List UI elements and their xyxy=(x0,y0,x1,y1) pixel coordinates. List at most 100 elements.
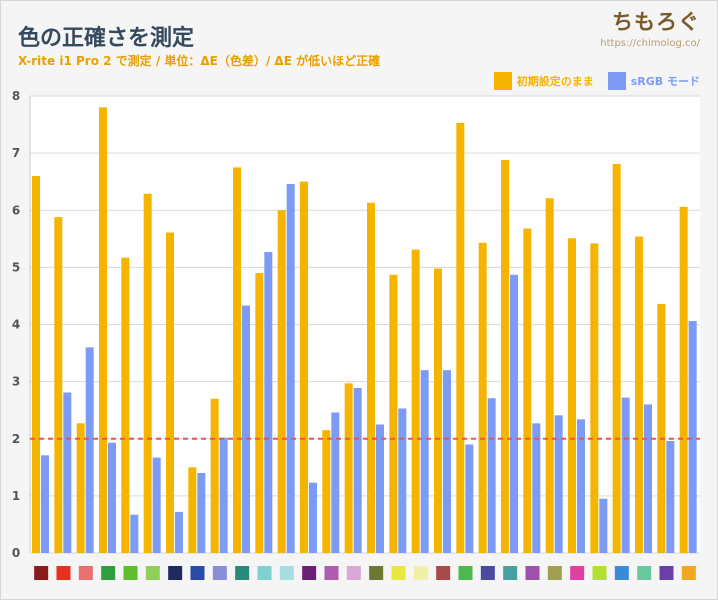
category-swatch xyxy=(101,566,116,580)
bar-series1 xyxy=(679,206,688,553)
bar-series2 xyxy=(510,274,518,553)
bar-series2 xyxy=(376,424,384,553)
bar-series2 xyxy=(219,437,228,553)
bar-series1 xyxy=(322,430,331,553)
bar-series2 xyxy=(197,473,206,553)
bar-series2 xyxy=(487,398,496,553)
bar-series1 xyxy=(657,303,666,553)
category-swatch xyxy=(369,566,384,580)
category-swatch xyxy=(324,566,339,580)
y-tick-label: 2 xyxy=(12,432,20,446)
category-swatch xyxy=(34,566,49,580)
category-swatch xyxy=(614,566,629,580)
bar-series2 xyxy=(599,498,608,553)
bar-series2 xyxy=(621,397,630,553)
category-swatch xyxy=(570,566,585,580)
category-swatch xyxy=(168,566,183,580)
y-tick-label: 5 xyxy=(12,260,20,274)
bar-series2 xyxy=(666,441,675,553)
bar-series1 xyxy=(143,193,152,553)
category-swatch xyxy=(346,566,361,580)
bar-series2 xyxy=(353,387,362,553)
category-swatch xyxy=(78,566,93,580)
category-swatch xyxy=(659,566,674,580)
bar-series1 xyxy=(188,467,197,553)
bar-series2 xyxy=(152,457,161,553)
y-tick-label: 0 xyxy=(12,546,20,560)
category-swatch xyxy=(391,566,406,580)
bar-series1 xyxy=(635,236,643,553)
bar-series2 xyxy=(644,404,652,553)
legend: 初期設定のまま sRGB モード xyxy=(493,72,700,90)
bar-series1 xyxy=(501,159,509,554)
brand-logo: ちもろぐ xyxy=(612,10,700,34)
legend-item-series2: sRGB モード xyxy=(607,72,700,90)
category-swatch xyxy=(681,566,696,580)
bar-series1 xyxy=(99,107,107,554)
bar-series2 xyxy=(264,251,273,554)
y-tick-label: 4 xyxy=(12,318,20,332)
legend-label-series2: sRGB モード xyxy=(630,75,700,88)
bar-series2 xyxy=(465,444,474,553)
y-tick-label: 6 xyxy=(12,203,20,217)
bar-series2 xyxy=(63,392,72,553)
category-swatch xyxy=(503,566,518,580)
bar-series1 xyxy=(277,210,286,553)
category-swatch xyxy=(480,566,495,580)
legend-item-series1: 初期設定のまま xyxy=(493,72,594,90)
brand-url: https://chimolog.co/ xyxy=(600,38,700,49)
bar-series2 xyxy=(688,321,697,553)
category-swatch xyxy=(525,566,540,580)
bar-series2 xyxy=(108,442,116,553)
bar-series1 xyxy=(590,243,599,553)
bar-series1 xyxy=(434,268,442,553)
bar-series1 xyxy=(233,167,241,553)
bar-series1 xyxy=(255,273,264,553)
bar-series2 xyxy=(398,408,407,553)
legend-swatch-series2 xyxy=(607,72,626,90)
bar-series1 xyxy=(456,122,465,553)
category-swatch xyxy=(212,566,227,580)
category-swatch xyxy=(235,566,250,580)
category-swatch xyxy=(413,566,428,580)
category-swatch xyxy=(458,566,473,580)
bar-series1 xyxy=(121,257,130,553)
y-tick-label: 8 xyxy=(12,89,20,103)
category-swatch xyxy=(56,566,71,580)
bar-series2 xyxy=(242,305,250,553)
bar-series2 xyxy=(175,511,183,553)
bar-series2 xyxy=(130,514,139,553)
category-swatch xyxy=(637,566,652,580)
category-swatch xyxy=(257,566,272,580)
category-swatch xyxy=(592,566,607,580)
bar-series1 xyxy=(32,175,40,553)
bar-series1 xyxy=(612,163,621,553)
bar-series1 xyxy=(411,249,420,553)
legend-swatch-series1 xyxy=(493,72,512,90)
bar-series2 xyxy=(443,370,451,553)
chart-subtitle: X-rite i1 Pro 2 で測定 / 単位：ΔE（色差）/ ΔE が低いほ… xyxy=(18,54,381,68)
category-swatch xyxy=(436,566,451,580)
bar-series2 xyxy=(331,412,340,553)
category-swatch xyxy=(190,566,205,580)
category-swatch xyxy=(123,566,138,580)
category-swatch xyxy=(279,566,294,580)
bar-series2 xyxy=(532,423,541,553)
bar-series2 xyxy=(85,347,94,553)
bar-series1 xyxy=(545,198,554,553)
bar-series1 xyxy=(523,228,532,553)
category-swatch xyxy=(145,566,160,580)
bar-series1 xyxy=(367,202,375,554)
category-swatch xyxy=(547,566,562,580)
bar-series2 xyxy=(554,415,563,553)
chart-title: 色の正確さを測定 xyxy=(18,26,195,51)
bar-series1 xyxy=(344,383,353,553)
y-tick-label: 1 xyxy=(12,489,20,503)
category-swatch xyxy=(302,566,317,580)
legend-label-series1: 初期設定のまま xyxy=(516,75,594,88)
y-tick-label: 3 xyxy=(12,375,20,389)
bar-series1 xyxy=(389,274,398,553)
bar-series1 xyxy=(76,423,85,553)
bar-series1 xyxy=(54,217,63,554)
